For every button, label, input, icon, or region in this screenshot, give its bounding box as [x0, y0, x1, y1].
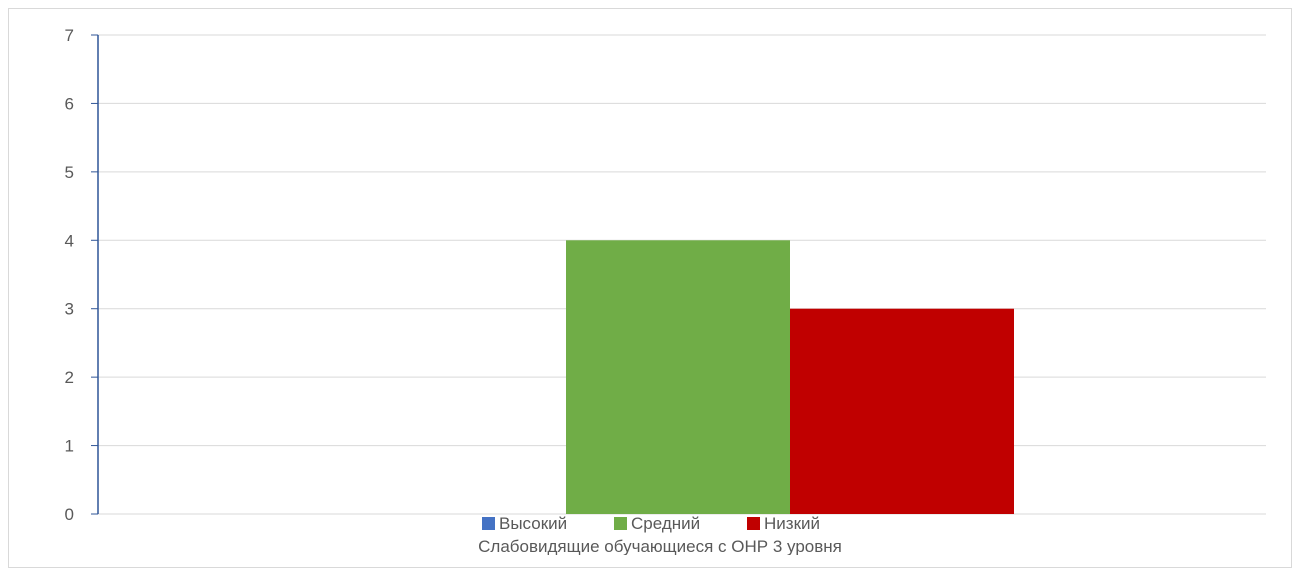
y-tick-label: 0: [65, 505, 74, 524]
y-tick-label: 5: [65, 163, 74, 182]
legend-label: Высокий: [499, 514, 567, 533]
gridlines: [98, 34, 1266, 447]
legend-swatch: [747, 517, 760, 530]
bar-chart: 0 1 2 3 4 5 6 7 Высокий Средний Низкий Слабовидящ…: [65, 26, 1266, 555]
legend-label: Низкий: [764, 514, 820, 533]
y-tick-label: 4: [65, 231, 74, 250]
legend-label: Средний: [631, 514, 700, 533]
y-tick-label: 1: [65, 437, 74, 456]
category-labels: Слабовидящие обучающиеся с ОНР 3 уровня: [478, 537, 842, 555]
category-label: Слабовидящие обучающиеся с ОНР 3 уровня: [478, 537, 842, 555]
legend-swatch: [614, 517, 627, 530]
y-tick-label: 3: [65, 300, 74, 319]
y-tick-label: 6: [65, 94, 74, 113]
y-tick-label: 2: [65, 368, 74, 387]
y-tick-labels: 0 1 2 3 4 5 6 7: [65, 26, 74, 524]
bar-3: [790, 308, 1014, 514]
legend: Высокий Средний Низкий: [482, 514, 820, 533]
bars: [566, 240, 1014, 515]
legend-swatch: [482, 517, 495, 530]
y-tick-label: 7: [65, 26, 74, 45]
bar-2: [566, 240, 790, 515]
